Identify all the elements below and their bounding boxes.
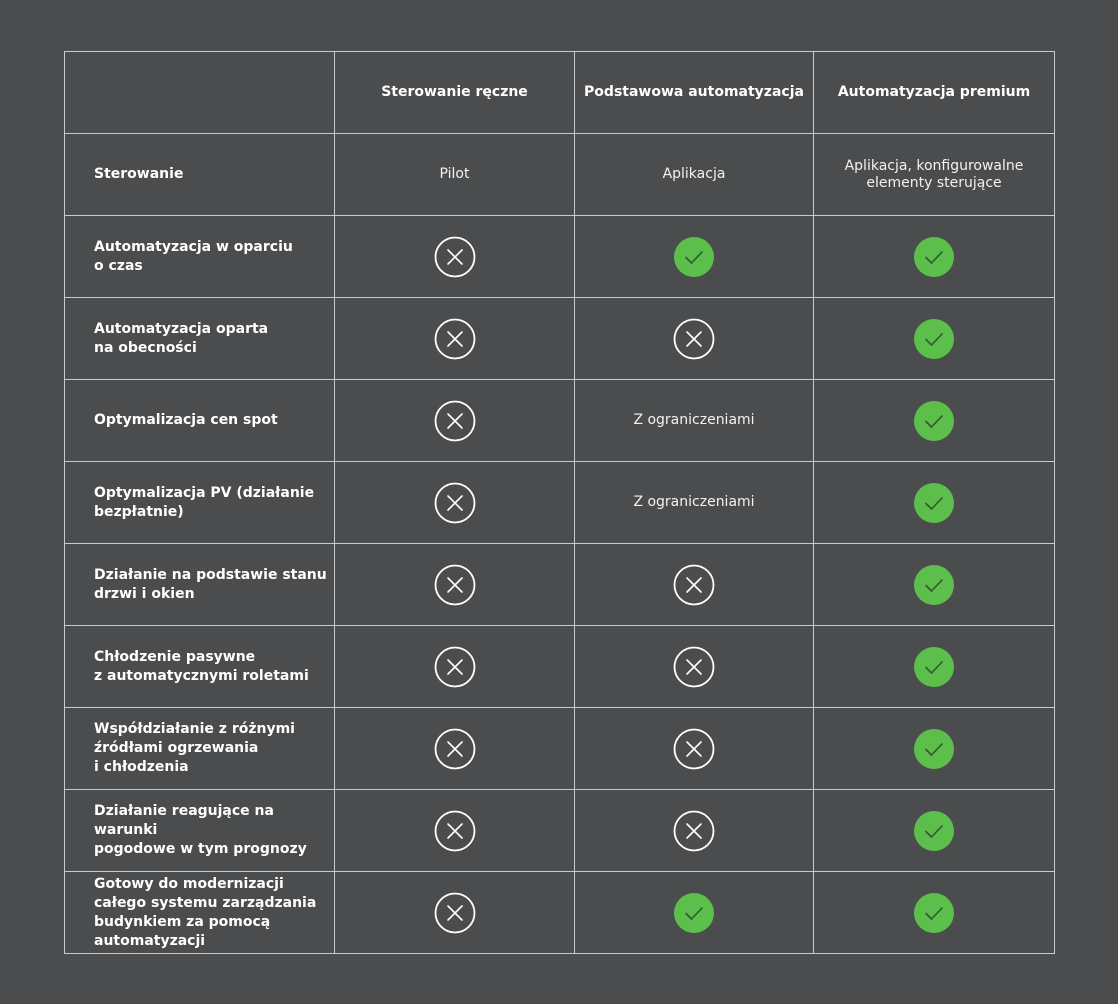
table-row: Automatyzacja w oparciu o czas [64,215,1055,298]
cross-icon [673,646,715,687]
row-label: Optymalizacja cen spot [64,379,335,462]
table-row: Gotowy do modernizacji całego systemu za… [64,871,1055,954]
cross-icon [673,318,715,359]
cell [813,625,1055,708]
table-row: Optymalizacja PV (działanie bezpłatnie) Z… [64,461,1055,544]
cross-icon [673,728,715,769]
cross-icon [434,892,475,933]
check-icon [914,400,954,441]
cell [813,461,1055,544]
row-label: Chłodzenie pasywne z automatycznymi role… [64,625,335,708]
row-label: Automatyzacja oparta na obecności [64,297,335,380]
cell [574,215,814,298]
row-label: Sterowanie [64,133,335,216]
cell [574,789,814,872]
cell [334,789,575,872]
cross-icon [673,810,715,851]
table-body: Sterowanie Pilot Aplikacja Aplikacja, konfi… [64,133,1055,954]
row-label: Gotowy do modernizacji całego systemu za… [64,871,335,954]
cross-icon [434,318,475,359]
check-icon [674,236,714,277]
header-row: Sterowanie ręczne Podstawowa automatyzacj… [64,51,1055,134]
cross-icon [434,728,475,769]
check-icon [914,482,954,523]
cell [813,543,1055,626]
cell: Z ograniczeniami [574,379,814,462]
cross-icon [673,564,715,605]
check-icon [914,646,954,687]
cell: Aplikacja, konfigurowalne elementy steru… [813,133,1055,216]
check-icon [914,564,954,605]
check-icon [674,892,714,933]
cell [574,543,814,626]
table-row: Działanie reagujące na warunki pogodowe … [64,789,1055,872]
cell [574,625,814,708]
column-header: Sterowanie ręczne [334,51,575,134]
cross-icon [434,400,475,441]
row-label: Działanie reagujące na warunki pogodowe … [64,789,335,872]
table-row: Działanie na podstawie stanu drzwi i oki… [64,543,1055,626]
cell [813,707,1055,790]
cell: Pilot [334,133,575,216]
row-label: Optymalizacja PV (działanie bezpłatnie) [64,461,335,544]
corner-cell [64,51,335,134]
row-label: Działanie na podstawie stanu drzwi i oki… [64,543,335,626]
cell: Z ograniczeniami [574,461,814,544]
cross-icon [434,236,475,277]
table-row: Sterowanie Pilot Aplikacja Aplikacja, konfi… [64,133,1055,216]
cell [334,215,575,298]
cell [334,379,575,462]
cell [813,379,1055,462]
cell [574,707,814,790]
check-icon [914,236,954,277]
cross-icon [434,482,475,523]
check-icon [914,728,954,769]
cell [334,543,575,626]
cell [334,625,575,708]
cell [813,215,1055,298]
cell [334,707,575,790]
column-header: Podstawowa automatyzacja [574,51,814,134]
row-label: Współdziałanie z różnymi źródłami ogrzew… [64,707,335,790]
table-row: Optymalizacja cen spot Z ograniczeniami [64,379,1055,462]
cell [813,871,1055,954]
table-row: Chłodzenie pasywne z automatycznymi role… [64,625,1055,708]
cross-icon [434,646,475,687]
cell [813,789,1055,872]
check-icon [914,318,954,359]
cell [334,297,575,380]
cell [334,871,575,954]
check-icon [914,892,954,933]
row-label: Automatyzacja w oparciu o czas [64,215,335,298]
cross-icon [434,564,475,605]
cell: Aplikacja [574,133,814,216]
check-icon [914,810,954,851]
column-header: Automatyzacja premium [813,51,1055,134]
cell [574,297,814,380]
cell [574,871,814,954]
cell [813,297,1055,380]
cross-icon [434,810,475,851]
comparison-table: Sterowanie ręczne Podstawowa automatyzacj… [64,51,1055,954]
cell [334,461,575,544]
table-row: Automatyzacja oparta na obecności [64,297,1055,380]
table-row: Współdziałanie z różnymi źródłami ogrzew… [64,707,1055,790]
